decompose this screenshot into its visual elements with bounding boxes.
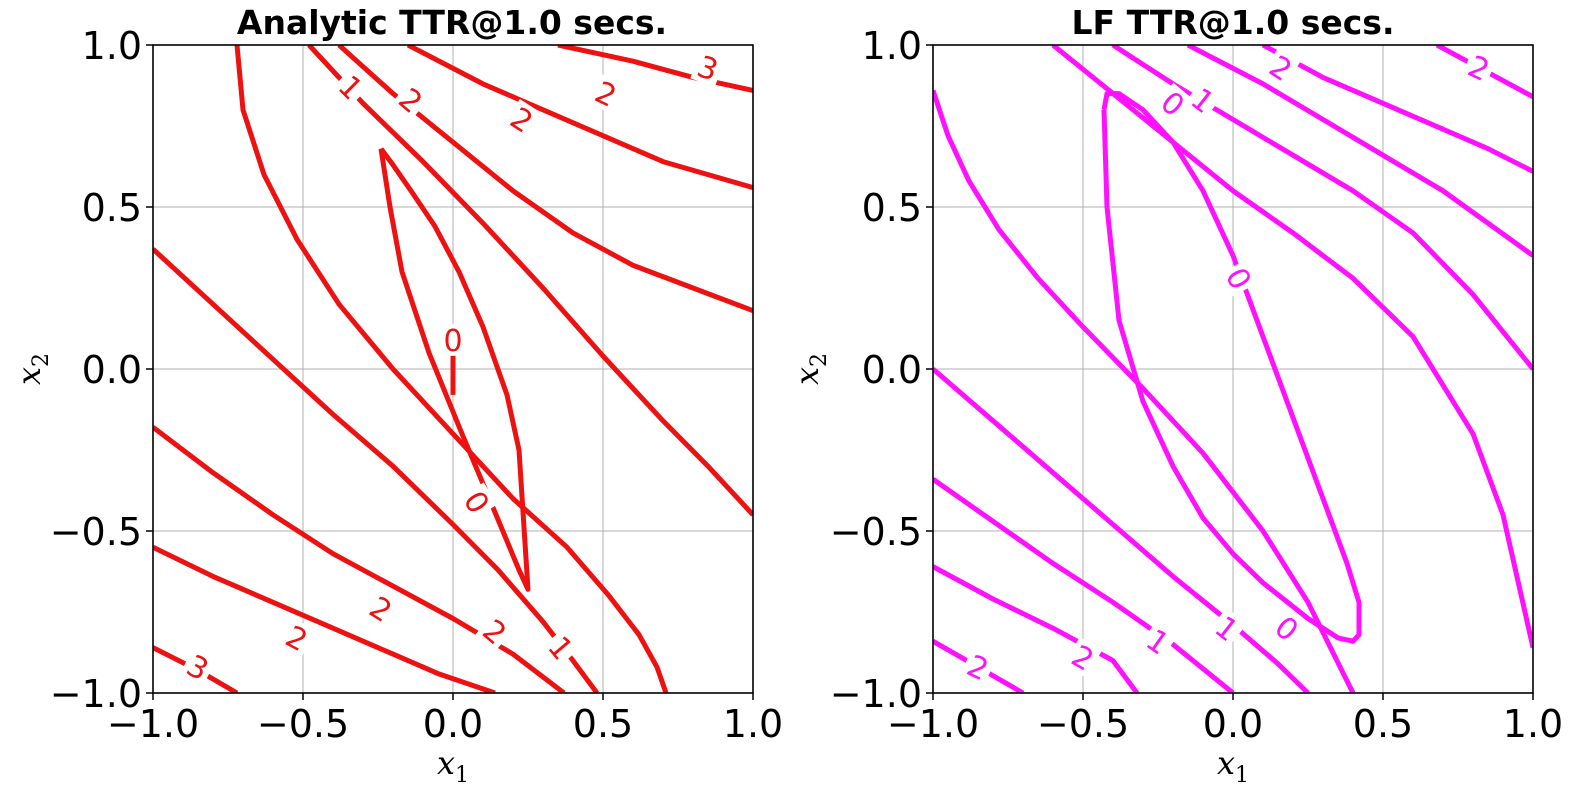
contour-label-gap bbox=[330, 66, 372, 108]
contour-label-gap bbox=[502, 99, 542, 141]
contour-label-gap bbox=[1182, 79, 1224, 121]
x-tick-label: −1.0 bbox=[107, 702, 199, 746]
y-tick-label: 1.0 bbox=[862, 24, 922, 68]
contour-label-gap bbox=[959, 647, 997, 688]
contour-label-gap bbox=[1138, 620, 1178, 662]
x-tick-label: 1.0 bbox=[723, 702, 783, 746]
contour-line bbox=[933, 367, 1310, 693]
x-tick-label: −0.5 bbox=[1037, 702, 1129, 746]
contour-line bbox=[406, 45, 753, 191]
contour-label-gap bbox=[1266, 607, 1308, 649]
x-tick-label: −1.0 bbox=[887, 702, 979, 746]
contour-label-gap bbox=[1063, 637, 1103, 678]
contour-label-gap bbox=[361, 588, 401, 630]
contour-line bbox=[1101, 91, 1362, 644]
y-tick-label: 0.5 bbox=[82, 186, 142, 230]
y-tick-label: 1.0 bbox=[82, 24, 142, 68]
x-tick-label: 0.5 bbox=[573, 702, 633, 746]
y-tick-label: −1.0 bbox=[50, 672, 142, 716]
contour-label: 0 bbox=[443, 324, 462, 359]
contour-line bbox=[378, 147, 531, 592]
contour-label-gap bbox=[1206, 607, 1248, 649]
x-tick-label: 0.5 bbox=[1353, 702, 1413, 746]
contour-label-gap bbox=[1218, 259, 1260, 298]
contour-label-gap bbox=[179, 646, 217, 688]
y-tick-label: −0.5 bbox=[50, 510, 142, 554]
x-tick-label: 0.0 bbox=[423, 702, 483, 746]
chart-title: Analytic TTR@1.0 secs. bbox=[237, 3, 667, 42]
contour-line bbox=[933, 477, 1235, 693]
x-tick-label: 0.0 bbox=[1203, 702, 1263, 746]
y-tick-label: −1.0 bbox=[830, 672, 922, 716]
contour-line bbox=[1261, 45, 1533, 174]
contour-label-gap bbox=[1152, 82, 1194, 124]
contour-label-gap bbox=[1460, 47, 1498, 88]
contour-label-gap bbox=[540, 627, 582, 668]
contour-line bbox=[307, 45, 753, 517]
x-tick-label: −0.5 bbox=[257, 702, 349, 746]
contour-line bbox=[933, 564, 1140, 693]
contour-line bbox=[557, 45, 753, 93]
contour-line bbox=[1051, 45, 1533, 649]
y-tick-label: 0.0 bbox=[862, 348, 922, 392]
contour-group bbox=[933, 45, 1533, 693]
contour-group bbox=[153, 45, 753, 693]
y-axis-label: x2 bbox=[10, 353, 54, 385]
contour-line bbox=[153, 425, 566, 693]
contour-label-gap bbox=[474, 610, 516, 653]
y-tick-label: 0.5 bbox=[862, 186, 922, 230]
contour-line bbox=[933, 89, 1356, 693]
contour-label-gap bbox=[1261, 47, 1301, 89]
contour-line bbox=[1186, 45, 1533, 258]
x-tick-label: 1.0 bbox=[1503, 702, 1563, 746]
x-axis-label: x1 bbox=[1217, 744, 1249, 788]
contour-line bbox=[153, 544, 496, 693]
y-tick-label: 0.0 bbox=[82, 348, 142, 392]
contour-line bbox=[234, 45, 669, 693]
contour-line bbox=[1111, 45, 1533, 371]
contour-label-gap bbox=[690, 48, 726, 88]
contour-label-gap bbox=[456, 482, 498, 522]
y-tick-label: −0.5 bbox=[830, 510, 922, 554]
contour-label-gap bbox=[390, 79, 432, 121]
x-axis-label: x1 bbox=[437, 744, 469, 788]
contour-label-gap bbox=[440, 323, 466, 356]
contour-label-gap bbox=[278, 617, 316, 659]
y-axis-label: x2 bbox=[788, 353, 832, 385]
contour-label-gap bbox=[587, 73, 625, 114]
chart-title: LF TTR@1.0 secs. bbox=[1072, 3, 1395, 42]
